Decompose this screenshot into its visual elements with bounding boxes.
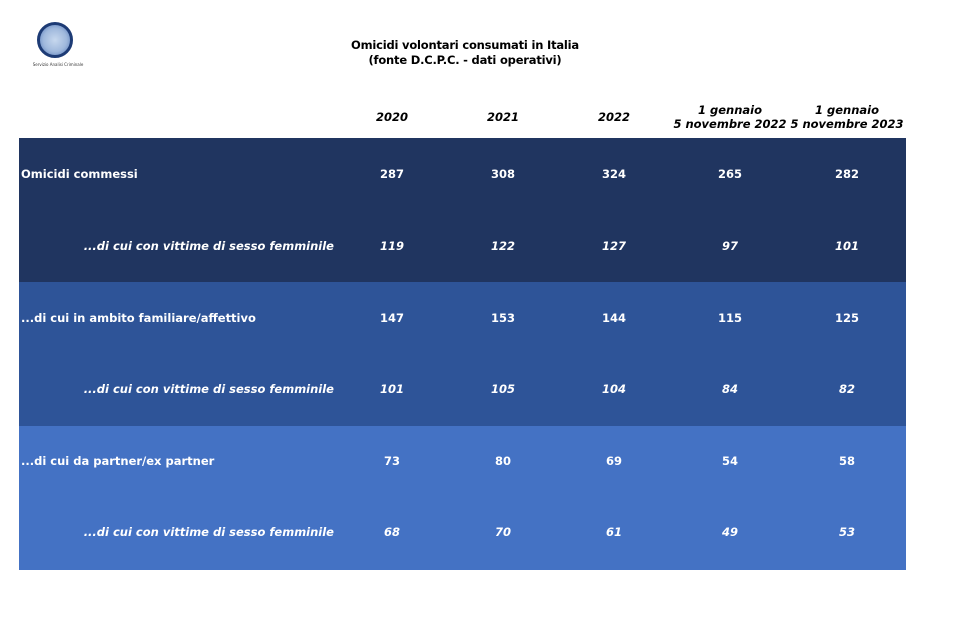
table-cell: 125 (834, 311, 859, 325)
table-cell: 70 (494, 525, 511, 539)
table-cell: 308 (490, 167, 515, 181)
table-cell: 265 (717, 167, 742, 181)
table-cell: 122 (490, 239, 515, 253)
table-cell: 127 (601, 239, 626, 253)
row-label: Omicidi commessi (21, 167, 138, 181)
table-cell: 153 (490, 311, 515, 325)
table-cell: 101 (379, 382, 404, 396)
page-title: Omicidi volontari consumati in Italia (f… (300, 38, 630, 68)
row-label: ...di cui in ambito familiare/affettivo (21, 311, 256, 325)
table-cell: 53 (838, 525, 855, 539)
table-cell: 69 (605, 454, 622, 468)
table-row: ...di cui con vittime di sesso femminile… (19, 371, 906, 407)
table-row: Omicidi commessi 287 308 324 265 282 (19, 156, 906, 192)
column-header-line-2: 5 novembre 2023 (790, 117, 904, 131)
table-cell: 84 (721, 382, 738, 396)
table-cell: 54 (721, 454, 738, 468)
table-cell: 82 (838, 382, 855, 396)
column-header-line-1: 2021 (486, 110, 519, 124)
table-band-total (19, 138, 906, 282)
table-cell: 104 (601, 382, 626, 396)
column-header-line-1: 2020 (375, 110, 408, 124)
table-cell: 144 (601, 311, 626, 325)
police-emblem-icon (37, 22, 73, 58)
row-label: ...di cui da partner/ex partner (21, 454, 215, 468)
table-cell: 287 (379, 167, 404, 181)
table-cell: 80 (494, 454, 511, 468)
table-cell: 58 (838, 454, 855, 468)
row-label: ...di cui con vittime di sesso femminile (83, 525, 334, 539)
column-header-2021: 2021 (463, 100, 543, 134)
table-cell: 49 (721, 525, 738, 539)
logo: Servizio Analisi Criminale (30, 22, 86, 70)
table-cell: 147 (379, 311, 404, 325)
table-cell: 105 (490, 382, 515, 396)
table-row: ...di cui da partner/ex partner 73 80 69… (19, 443, 906, 479)
column-header-2022: 2022 (574, 100, 654, 134)
column-header-2020: 2020 (352, 100, 432, 134)
table-band-partner (19, 426, 906, 570)
column-header-period-2022: 1 gennaio 5 novembre 2022 (670, 100, 790, 134)
table-row: ...di cui con vittime di sesso femminile… (19, 514, 906, 550)
table-cell: 115 (717, 311, 742, 325)
table-row: ...di cui in ambito familiare/affettivo … (19, 300, 906, 336)
row-label: ...di cui con vittime di sesso femminile (83, 382, 334, 396)
table-cell: 68 (383, 525, 400, 539)
title-line-1: Omicidi volontari consumati in Italia (351, 38, 579, 52)
table-cell: 119 (379, 239, 404, 253)
table-cell: 73 (383, 454, 400, 468)
column-header-line-2: 5 novembre 2022 (673, 117, 787, 131)
table-cell: 101 (834, 239, 859, 253)
table-band-family (19, 282, 906, 426)
column-header-line-1: 1 gennaio (697, 103, 762, 117)
row-label: ...di cui con vittime di sesso femminile (83, 239, 334, 253)
logo-caption: Servizio Analisi Criminale (32, 62, 84, 67)
column-header-line-1: 2022 (597, 110, 630, 124)
title-line-2: (fonte D.C.P.C. - dati operativi) (368, 53, 562, 67)
table-cell: 324 (601, 167, 626, 181)
table-cell: 97 (721, 239, 738, 253)
table-cell: 282 (834, 167, 859, 181)
table-cell: 61 (605, 525, 622, 539)
column-header-line-1: 1 gennaio (814, 103, 879, 117)
column-header-period-2023: 1 gennaio 5 novembre 2023 (787, 100, 907, 134)
table-row: ...di cui con vittime di sesso femminile… (19, 228, 906, 264)
